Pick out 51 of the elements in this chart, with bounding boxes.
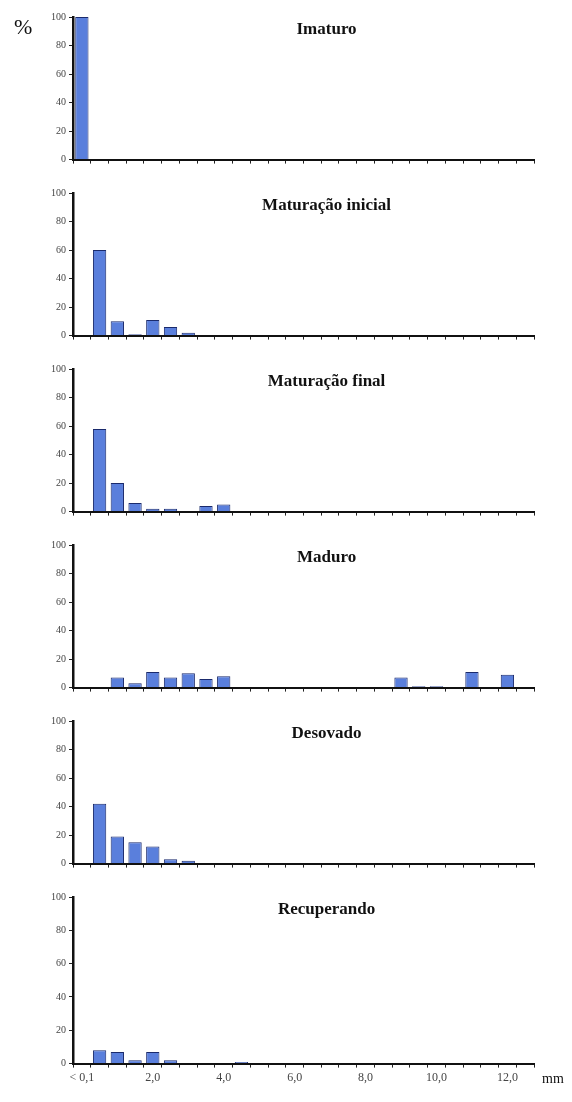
y-tick-label: 100	[51, 714, 66, 726]
y-tick-label: 20	[56, 476, 66, 488]
y-tick-label: 40	[56, 990, 66, 1002]
y-tick-label: 0	[61, 329, 66, 341]
y-tick-label: 100	[51, 538, 66, 550]
y-tick-label: 20	[56, 124, 66, 136]
chart-title: Maturação final	[267, 370, 386, 390]
y-tick-label: 0	[61, 153, 66, 165]
y-tick-label: 100	[51, 890, 66, 902]
y-tick-label: 80	[56, 567, 66, 579]
chart-title: Maturação inicial	[262, 194, 392, 214]
y-tick-label: 100	[51, 362, 66, 374]
y-tick-label: 100	[51, 10, 66, 22]
y-tick-label: 80	[56, 923, 66, 935]
chart-title: Desovado	[291, 722, 362, 742]
y-tick-label: 60	[56, 67, 66, 79]
y-tick-label: 80	[56, 743, 66, 755]
chart-title: Maduro	[296, 546, 357, 566]
y-tick-label: 40	[56, 624, 66, 636]
y-tick-label: 80	[56, 391, 66, 403]
y-tick-label: 40	[56, 800, 66, 812]
y-tick-label: 0	[61, 505, 66, 517]
y-tick-label: 60	[56, 771, 66, 783]
x-tick-label: 8,0	[358, 1069, 374, 1084]
y-tick-label: 20	[56, 828, 66, 840]
chart-title: Recuperando	[277, 898, 376, 918]
y-tick-label: 0	[61, 681, 66, 693]
y-tick-label: 60	[56, 243, 66, 255]
y-tick-label: 80	[56, 215, 66, 227]
y-tick-label: 80	[56, 39, 66, 51]
y-tick-label: 20	[56, 1023, 66, 1035]
x-tick-label: 2,0	[145, 1069, 161, 1084]
y-tick-label: 20	[56, 652, 66, 664]
y-tick-label: 0	[61, 1057, 66, 1069]
x-tick-label: 6,0	[287, 1069, 303, 1084]
y-tick-label: 40	[56, 272, 66, 284]
y-tick-label: 100	[51, 186, 66, 198]
y-axis-title: %	[14, 13, 33, 39]
chart-title: Imaturo	[296, 18, 357, 38]
x-tick-label: 12,0	[496, 1069, 518, 1084]
y-tick-label: 20	[56, 300, 66, 312]
x-axis-title: mm	[542, 1071, 564, 1087]
x-tick-label: 10,0	[425, 1069, 447, 1084]
y-tick-label: 60	[56, 595, 66, 607]
y-tick-label: 40	[56, 448, 66, 460]
x-tick-label: < 0,1	[69, 1069, 95, 1084]
y-tick-label: 60	[56, 419, 66, 431]
y-tick-label: 0	[61, 857, 66, 869]
y-tick-label: 40	[56, 96, 66, 108]
x-tick-label: 4,0	[216, 1069, 232, 1084]
y-tick-label: 60	[56, 957, 66, 969]
